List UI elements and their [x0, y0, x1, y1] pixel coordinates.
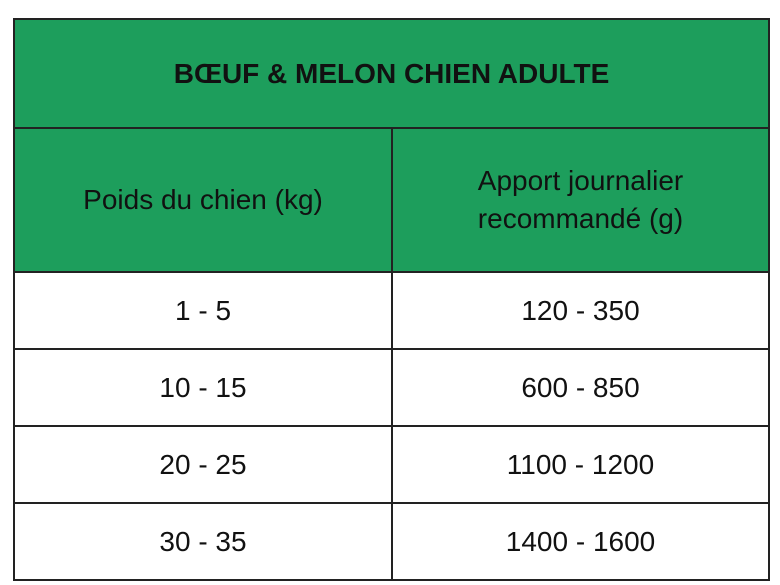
weight-cell: 30 - 35 — [13, 502, 393, 581]
intake-cell: 120 - 350 — [391, 271, 770, 350]
intake-cell: 1400 - 1600 — [391, 502, 770, 581]
table-title: BŒUF & MELON CHIEN ADULTE — [13, 18, 770, 129]
intake-cell: 600 - 850 — [391, 348, 770, 427]
weight-cell: 20 - 25 — [13, 425, 393, 504]
feeding-table: BŒUF & MELON CHIEN ADULTE Poids du chien… — [13, 18, 770, 581]
table-row: 1 - 5 120 - 350 — [13, 271, 770, 350]
column-header-daily-intake: Apport journalier recommandé (g) — [391, 127, 770, 273]
table-row: 30 - 35 1400 - 1600 — [13, 502, 770, 581]
column-header-daily-intake-text: Apport journalier recommandé (g) — [477, 165, 684, 234]
table-row: 20 - 25 1100 - 1200 — [13, 425, 770, 504]
column-header-weight: Poids du chien (kg) — [13, 127, 393, 273]
table-row: 10 - 15 600 - 850 — [13, 348, 770, 427]
intake-cell: 1100 - 1200 — [391, 425, 770, 504]
weight-cell: 1 - 5 — [13, 271, 393, 350]
weight-cell: 10 - 15 — [13, 348, 393, 427]
